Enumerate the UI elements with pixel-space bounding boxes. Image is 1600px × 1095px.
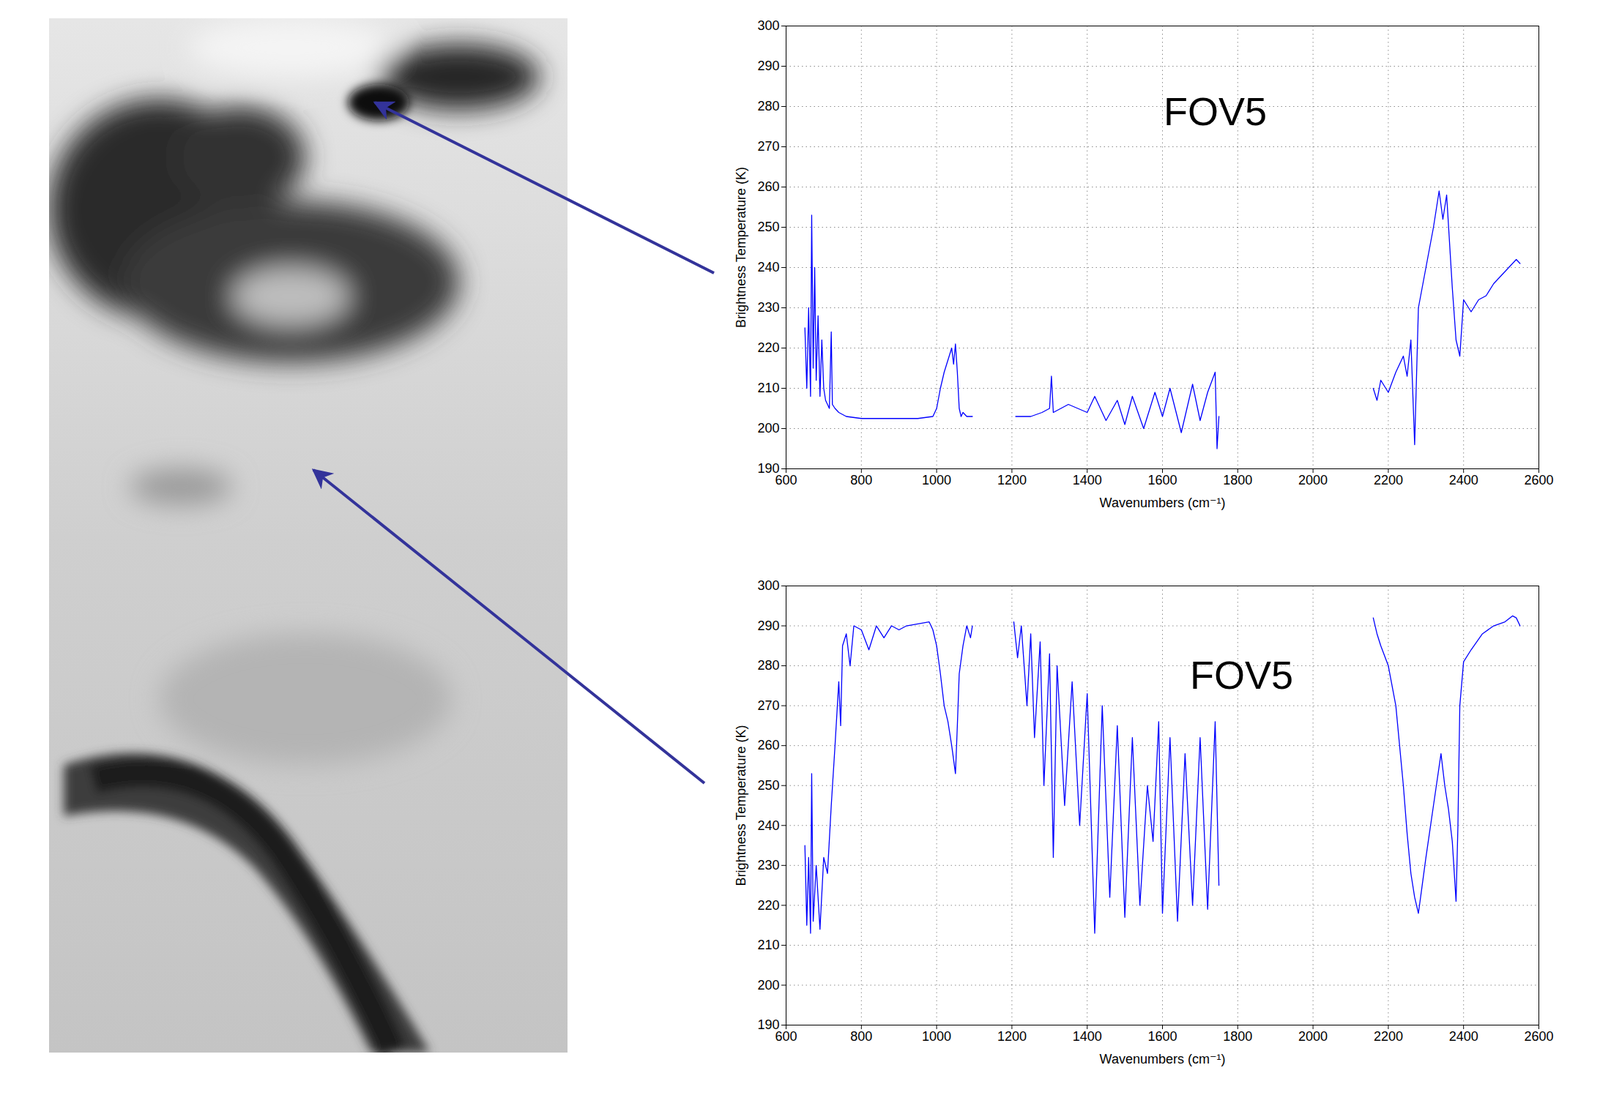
svg-text:300: 300 <box>757 578 780 594</box>
svg-text:200: 200 <box>757 421 780 436</box>
svg-text:Wavenumbers (cm⁻¹): Wavenumbers (cm⁻¹) <box>1099 1052 1226 1067</box>
svg-text:1000: 1000 <box>921 1029 952 1045</box>
svg-text:200: 200 <box>757 978 780 993</box>
svg-text:FOV5: FOV5 <box>1189 653 1294 698</box>
svg-text:1200: 1200 <box>997 473 1027 488</box>
svg-text:270: 270 <box>757 698 780 714</box>
svg-text:2200: 2200 <box>1373 473 1404 488</box>
svg-text:230: 230 <box>757 300 780 315</box>
svg-text:Brightness Temperature (K): Brightness Temperature (K) <box>733 725 749 887</box>
svg-text:1400: 1400 <box>1072 473 1103 488</box>
svg-text:230: 230 <box>757 858 780 873</box>
svg-text:190: 190 <box>757 1018 780 1033</box>
svg-text:2600: 2600 <box>1523 1029 1554 1045</box>
svg-text:1800: 1800 <box>1222 1029 1253 1045</box>
svg-text:280: 280 <box>757 658 780 673</box>
svg-text:2200: 2200 <box>1373 1029 1404 1045</box>
svg-text:190: 190 <box>757 461 780 477</box>
svg-text:260: 260 <box>757 738 780 753</box>
svg-text:1200: 1200 <box>997 1029 1027 1045</box>
svg-text:240: 240 <box>757 818 780 834</box>
svg-text:240: 240 <box>757 259 780 275</box>
svg-text:270: 270 <box>757 139 780 154</box>
svg-text:290: 290 <box>757 58 780 74</box>
svg-text:1600: 1600 <box>1147 1029 1177 1045</box>
svg-text:800: 800 <box>850 1029 873 1045</box>
svg-text:280: 280 <box>757 98 780 114</box>
svg-text:290: 290 <box>757 618 780 634</box>
svg-text:210: 210 <box>757 380 780 396</box>
svg-text:220: 220 <box>757 340 780 356</box>
svg-text:260: 260 <box>757 179 780 195</box>
svg-text:250: 250 <box>757 778 780 794</box>
svg-text:250: 250 <box>757 219 780 235</box>
svg-text:300: 300 <box>757 18 780 33</box>
svg-text:2000: 2000 <box>1298 1029 1328 1045</box>
svg-text:Brightness Temperature (K): Brightness Temperature (K) <box>733 166 749 329</box>
svg-text:1000: 1000 <box>921 473 952 488</box>
svg-text:800: 800 <box>850 473 873 488</box>
svg-text:FOV5: FOV5 <box>1163 89 1267 134</box>
svg-text:Wavenumbers (cm⁻¹): Wavenumbers (cm⁻¹) <box>1099 495 1226 511</box>
svg-text:2400: 2400 <box>1449 473 1479 488</box>
svg-text:220: 220 <box>757 898 780 914</box>
svg-text:600: 600 <box>774 1029 797 1045</box>
svg-text:2400: 2400 <box>1449 1029 1479 1045</box>
svg-text:1800: 1800 <box>1222 473 1253 488</box>
svg-text:210: 210 <box>757 938 780 953</box>
svg-text:1400: 1400 <box>1072 1029 1103 1045</box>
svg-text:600: 600 <box>774 473 797 488</box>
svg-text:1600: 1600 <box>1147 473 1177 488</box>
svg-text:2600: 2600 <box>1523 473 1554 488</box>
svg-text:2000: 2000 <box>1298 473 1328 488</box>
